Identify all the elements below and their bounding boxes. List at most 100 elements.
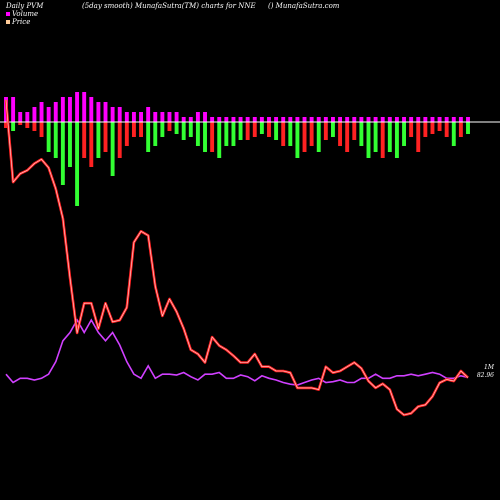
volume-bar-lower [231,122,236,146]
volume-bar-lower [309,122,314,146]
volume-bar-upper [444,117,449,122]
volume-bar-upper [352,117,357,122]
volume-bar-upper [267,117,271,122]
volume-bar-upper [451,117,456,122]
volume-bar-lower [60,122,65,185]
volume-bar-upper [146,107,151,122]
volume-bar-lower [75,122,80,206]
volume-bar-lower [238,122,243,140]
volume-bar-upper [174,112,179,122]
volume-bar-lower [174,122,179,134]
volume-bar-lower [39,122,44,137]
volume-bar-lower [32,122,37,131]
volume-bar-lower [245,122,250,140]
volume-bar-upper [96,102,101,122]
volume-bar-lower [4,122,8,128]
legend-price: Price [6,18,30,26]
volume-bar-upper [338,117,343,122]
volume-bar-lower [267,122,271,137]
volume-bar-upper [11,97,16,122]
right-label-volume: 1M [484,364,494,371]
volume-bar-upper [416,117,421,122]
volume-bar-lower [25,122,30,128]
volume-bar-upper [139,112,144,122]
volume-bar-lower [252,122,257,137]
volume-bar-upper [281,117,286,122]
volume-bar-upper [53,102,58,122]
volume-bar-lower [316,122,321,152]
volume-bar-lower [359,122,364,146]
volume-bar-upper [181,117,186,122]
volume-bar-lower [330,122,335,137]
volume-bar-upper [430,117,435,122]
volume-line [5,318,469,386]
volume-bar-upper [231,117,236,122]
volume-bar-upper [323,117,328,122]
volume-bar-lower [387,122,392,152]
volume-bar-upper [437,117,442,122]
volume-bar-upper [366,117,371,122]
volume-bar-lower [380,122,385,158]
volume-bar-lower [110,122,115,176]
volume-bar-lower [181,122,186,140]
volume-bar-lower [103,122,108,152]
volume-bar-lower [68,122,72,167]
volume-bar-upper [25,112,30,122]
volume-bar-upper [188,117,193,122]
volume-bar-upper [394,117,399,122]
volume-bar-lower [89,122,94,167]
volume-bar-upper [46,107,51,122]
volume-bar-upper [466,117,470,122]
volume-bar-upper [195,112,200,122]
volume-bar-upper [238,117,243,122]
volume-bar-lower [167,122,172,131]
volume-bar-upper [117,107,122,122]
volume-bar-upper [224,117,229,122]
volume-bar-lower [295,122,300,158]
volume-bar-upper [330,117,335,122]
volume-bar-lower [259,122,264,134]
volume-bar-upper [203,112,207,122]
chart-type-label: Daily PVM [6,2,44,10]
volume-bar-lower [302,122,307,152]
volume-bar-upper [210,117,215,122]
volume-bar-lower [274,122,279,140]
legend-price-label: Price [12,18,31,26]
volume-bar-lower [338,122,343,146]
volume-bar-upper [274,117,279,122]
volume-bar-lower [46,122,51,152]
volume-bar-upper [245,117,250,122]
volume-bar-lower [217,122,222,158]
volume-bar-upper [110,107,115,122]
volume-bar-lower [366,122,371,158]
volume-bar-upper [82,92,87,122]
volume-bar-lower [124,122,129,146]
volume-bar-lower [466,122,470,134]
volume-bar-lower [203,122,207,152]
volume-bar-lower [430,122,435,134]
volume-bar-lower [451,122,456,146]
volume-bar-upper [373,117,378,122]
volume-bar-lower [160,122,165,137]
volume-bar-upper [167,112,172,122]
price-line-highlight [5,99,469,416]
legend-volume-label: Volume [12,10,39,18]
volume-bar-lower [82,122,87,158]
volume-bar-upper [32,107,37,122]
volume-bar-upper [409,117,414,122]
volume-bar-lower [323,122,328,140]
volume-bar-upper [75,92,80,122]
volume-bar-upper [387,117,392,122]
volume-bar-upper [316,117,321,122]
volume-bar-lower [117,122,122,158]
volume-bar-upper [458,117,463,122]
volume-bar-lower [11,122,16,131]
site-credit: () MunafaSutra.com [268,2,340,10]
volume-bar-lower [437,122,442,131]
volume-bar-lower [53,122,58,158]
volume-bar-lower [153,122,158,146]
right-label-price: 82.96 [476,372,494,379]
volume-bar-lower [224,122,229,146]
